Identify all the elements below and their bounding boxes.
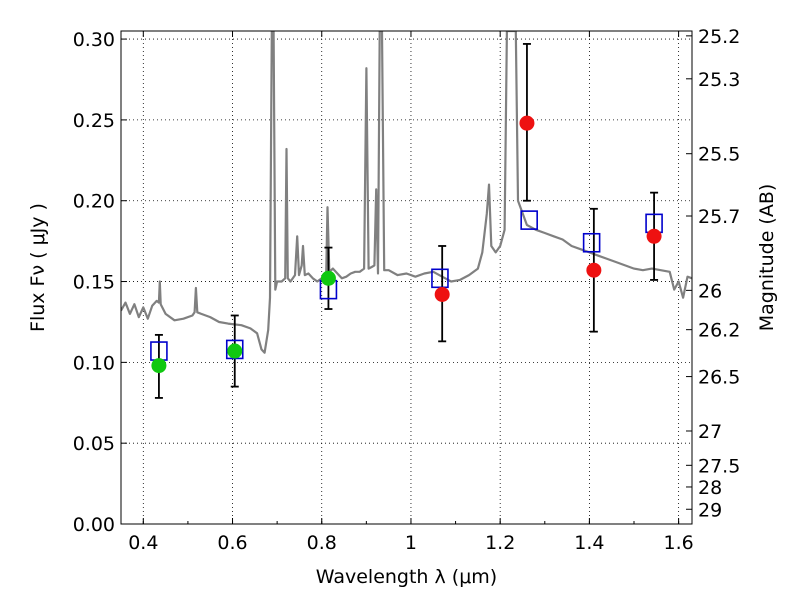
model-squares-layer [150,210,663,361]
x-tick-label: 1 [405,532,417,554]
model-square [431,268,449,289]
y-tick-label: 0.10 [73,352,115,374]
green-point [320,270,336,286]
mag-tick-label: 25.7 [698,206,740,228]
red-point [586,262,602,278]
red-point [434,286,450,302]
x-tick-label: 0.6 [217,532,247,554]
errorbar-layer [154,43,659,399]
y-tick-label: 0.25 [73,110,115,132]
green-point [151,358,167,374]
y-tick-label: 0.15 [73,272,115,294]
x-tick-label: 1.4 [574,532,604,554]
mag-tick-label: 27 [698,421,722,443]
y-tick-label: 0.00 [73,514,115,536]
x-tick-label: 1.2 [485,532,515,554]
mag-tick-label: 26.5 [698,367,740,389]
mag-tick-label: 25.5 [698,144,740,166]
y-axis-label: Flux Fν ( μJy ) [27,203,49,332]
mag-tick-label: 25.3 [698,69,740,91]
y-tick-label: 0.20 [73,191,115,213]
red-point [519,115,535,131]
spectrum-line [121,31,692,354]
mag-tick-label: 28 [698,477,722,499]
spectrum-layer [121,31,692,354]
mag-tick-label: 26 [698,280,722,302]
ticks-layer [121,31,692,525]
x-tick-label: 0.8 [307,532,337,554]
observed-points-layer [151,115,662,374]
model-square [582,232,601,253]
x-tick-label: 1.6 [664,532,694,554]
tick-labels-layer: 0.4 0.6 0.8 1 1.2 1.4 1.6 0.00 0.05 0.10 0.15 0.20 0… [73,26,741,554]
mag-tick-label: 29 [698,499,722,521]
green-point [227,343,243,359]
x-tick-label: 0.4 [128,532,158,554]
mag-tick-label: 27.5 [698,455,740,477]
y-tick-label: 0.30 [73,29,115,51]
red-point [646,228,662,244]
plot-frame [120,30,693,525]
y-tick-label: 0.05 [73,433,115,455]
model-square [520,210,538,230]
mag-tick-label: 26.2 [698,320,740,342]
y2-axis-label: Magnitude (AB) [756,184,778,332]
x-axis-label: Wavelength λ (μm) [316,566,497,588]
grid [121,31,692,524]
mag-tick-label: 25.2 [698,26,740,48]
